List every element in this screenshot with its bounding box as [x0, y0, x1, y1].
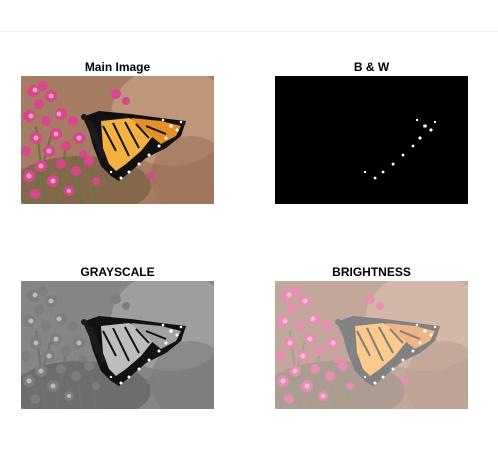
- main-image: [21, 76, 214, 204]
- panel-brightness-image: BRIGHTNESS: [275, 264, 468, 409]
- panel-title: BRIGHTNESS: [332, 265, 411, 279]
- grayscale-image: [21, 281, 214, 409]
- panel-main-image: Main Image: [21, 59, 214, 204]
- panel-title: Main Image: [84, 60, 151, 74]
- panel-title: B & W: [353, 60, 390, 74]
- panel-grayscale-image: GRAYSCALE: [21, 264, 214, 409]
- figure-toolbar-area: [0, 0, 498, 32]
- bw-image: [275, 76, 468, 204]
- brightness-image: [275, 281, 468, 409]
- panel-bw-image: B & W: [275, 59, 468, 204]
- panel-title: GRAYSCALE: [80, 265, 155, 279]
